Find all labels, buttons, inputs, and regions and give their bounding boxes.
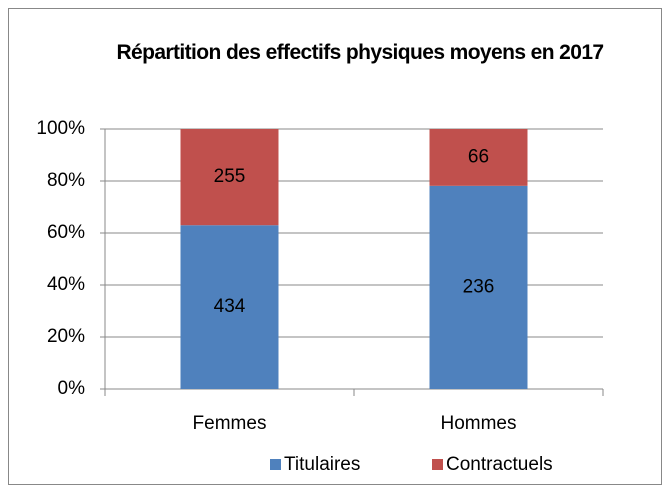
legend-label: Contractuels <box>446 454 553 475</box>
bar-segment <box>429 129 528 186</box>
y-tick-label: 60% <box>47 222 85 243</box>
x-tick-label: Femmes <box>193 413 267 434</box>
data-label: 434 <box>214 296 246 317</box>
y-tick-label: 0% <box>58 378 86 399</box>
chart-frame <box>8 8 662 485</box>
data-label: 66 <box>468 146 489 167</box>
legend-swatch <box>432 459 443 470</box>
y-tick-label: 20% <box>47 326 85 347</box>
bar-segment <box>429 185 528 389</box>
data-label: 255 <box>214 166 246 187</box>
chart-title: Répartition des effectifs physiques moye… <box>116 41 604 64</box>
x-tick-label: Hommes <box>440 413 516 434</box>
bar-segment <box>180 225 279 389</box>
bar-segment <box>180 129 279 226</box>
legend-label: Titulaires <box>284 454 360 475</box>
y-tick-label: 100% <box>36 118 85 139</box>
y-tick-label: 80% <box>47 170 85 191</box>
data-label: 236 <box>463 276 495 297</box>
y-tick-label: 40% <box>47 274 85 295</box>
legend-swatch <box>270 459 281 470</box>
